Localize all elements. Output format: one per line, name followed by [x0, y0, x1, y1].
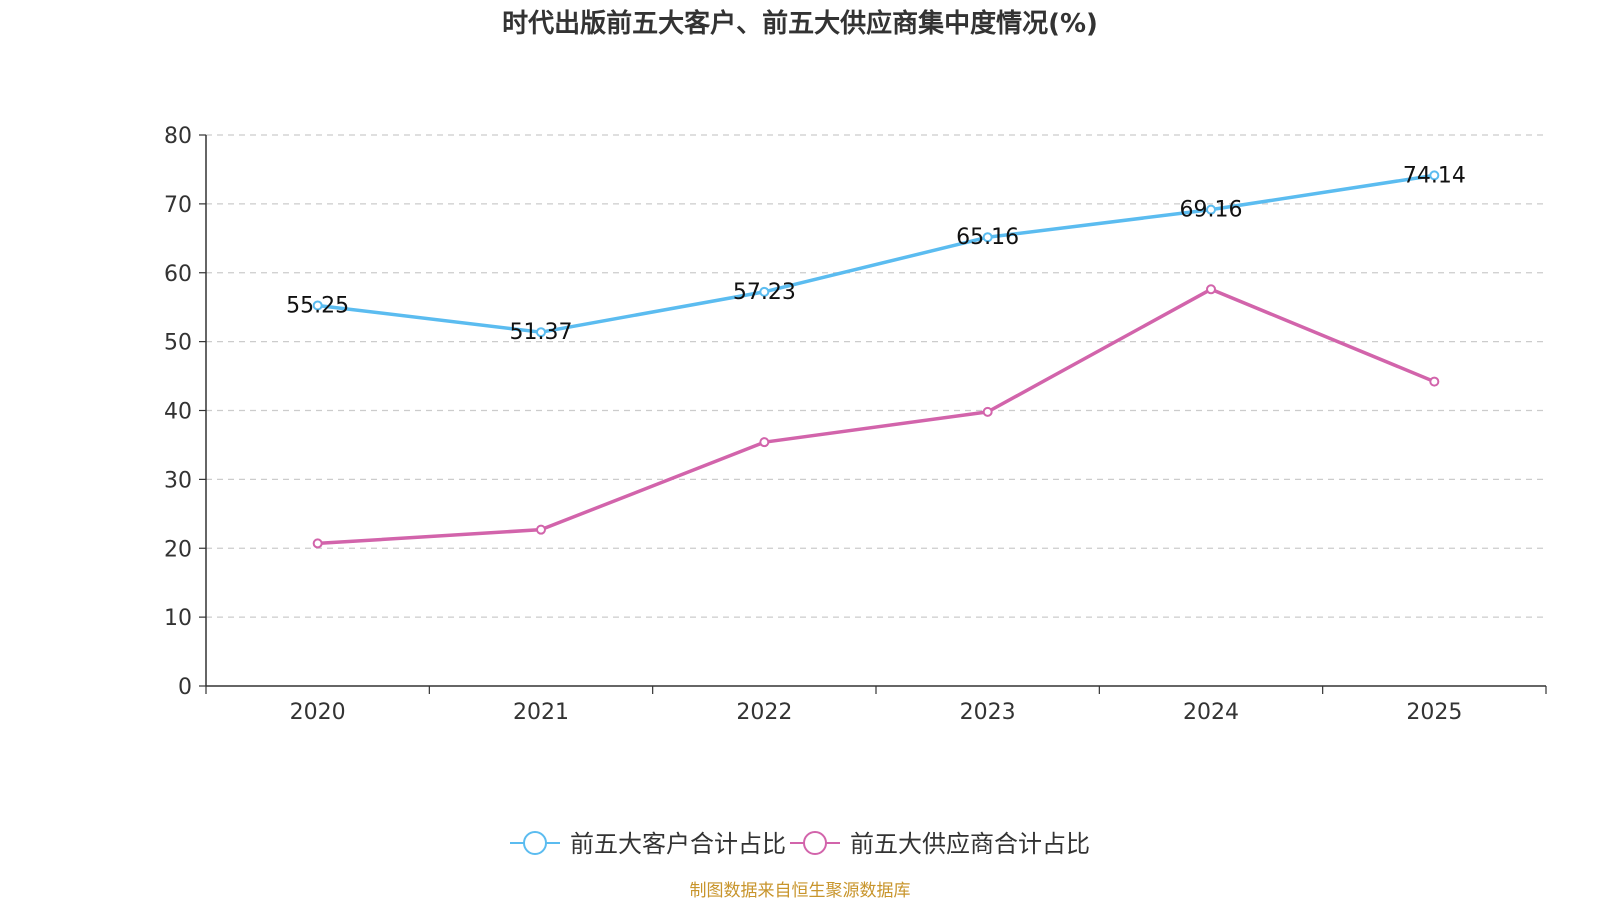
legend-label: 前五大供应商合计占比: [850, 830, 1090, 858]
legend-marker: [803, 831, 827, 855]
source-note: 制图数据来自恒生聚源数据库: [690, 881, 911, 900]
data-point[interactable]: [536, 327, 546, 338]
data-point[interactable]: [982, 406, 993, 417]
legend-marker: [523, 831, 547, 855]
data-label: 57.23: [733, 280, 796, 305]
x-tick-label: 2022: [736, 700, 792, 725]
data-label: 65.16: [956, 225, 1019, 250]
data-label: 51.37: [510, 320, 573, 345]
y-tick-label: 60: [164, 262, 192, 287]
legend-label: 前五大客户合计占比: [570, 830, 786, 858]
legend-item-1[interactable]: 前五大客户合计占比: [510, 830, 786, 858]
data-point[interactable]: [1206, 204, 1216, 215]
data-label: 74.14: [1403, 163, 1466, 188]
label-layer: 55.25 51.37 57.23 65.16 69.16 74.14: [286, 163, 1466, 345]
chart-title: 时代出版前五大客户、前五大供应商集中度情况(%): [502, 8, 1098, 39]
data-label: 69.16: [1180, 198, 1243, 223]
series-line-2: [315, 287, 1437, 546]
legend[interactable]: 前五大客户合计占比 前五大供应商合计占比: [510, 830, 1090, 858]
y-tick-label: 20: [164, 537, 192, 562]
x-tick-label: 2021: [513, 700, 569, 725]
x-tick-label: 2023: [960, 700, 1016, 725]
x-tick-label: 2024: [1183, 700, 1239, 725]
data-point[interactable]: [1429, 376, 1440, 387]
data-point[interactable]: [312, 538, 323, 549]
y-tick-label: 50: [164, 331, 192, 356]
y-tick-label: 70: [164, 193, 192, 218]
x-tick-label: 2020: [290, 700, 346, 725]
data-label: 55.25: [286, 293, 349, 318]
y-tick-label: 80: [164, 124, 192, 149]
y-tick-label: 30: [164, 468, 192, 493]
data-point[interactable]: [1429, 170, 1440, 181]
y-tick-label: 10: [164, 606, 192, 631]
data-point[interactable]: [1206, 284, 1216, 295]
data-point[interactable]: [759, 437, 770, 448]
x-tick-label: 2025: [1406, 700, 1462, 725]
series-layer: [312, 170, 1440, 549]
axis-layer: 0 10 20 30 40 50 60 70 80 2020 2021 2022 2023 2024 202…: [164, 124, 1547, 725]
data-point[interactable]: [982, 232, 993, 243]
data-point[interactable]: [312, 300, 323, 311]
series-line-1: [315, 173, 1437, 334]
y-tick-label: 40: [164, 400, 192, 425]
data-point[interactable]: [759, 286, 770, 297]
y-tick-label: 0: [178, 675, 192, 700]
legend-item-2[interactable]: 前五大供应商合计占比: [790, 830, 1090, 858]
grid-layer: [206, 134, 1546, 618]
data-point[interactable]: [536, 524, 546, 535]
